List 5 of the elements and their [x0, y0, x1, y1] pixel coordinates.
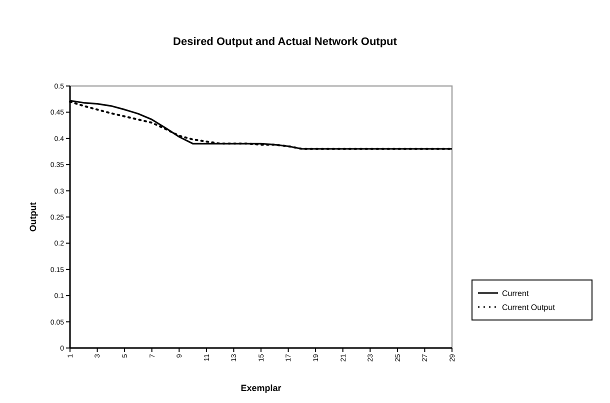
legend-label: Current	[502, 288, 530, 298]
x-axis-title: Exemplar	[240, 383, 282, 393]
legend-label: Current Output	[502, 302, 556, 312]
y-axis-title: Output	[28, 202, 38, 232]
chart-title: Desired Output and Actual Network Output	[173, 36, 398, 48]
